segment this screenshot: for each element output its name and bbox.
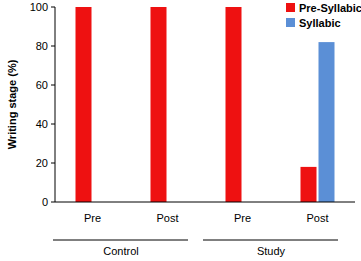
group-line	[203, 240, 338, 241]
bar	[319, 42, 335, 202]
y-tick-label: 100	[30, 1, 48, 13]
legend-swatch	[286, 18, 295, 27]
y-tick-label: 40	[36, 118, 48, 130]
bar	[301, 167, 317, 202]
y-tick-label: 80	[36, 40, 48, 52]
y-tick	[51, 85, 55, 86]
y-tick-label: 0	[42, 196, 48, 208]
legend-label: Syllabic	[299, 17, 341, 29]
y-tick	[51, 163, 55, 164]
group-line	[53, 240, 188, 241]
x-axis	[55, 202, 355, 203]
group-label: Control	[103, 245, 138, 257]
x-tick-label: Pre	[84, 212, 101, 224]
y-tick	[51, 202, 55, 203]
bar	[76, 7, 92, 202]
x-tick-label: Post	[306, 212, 328, 224]
y-axis	[55, 7, 56, 202]
x-tick-label: Pre	[234, 212, 251, 224]
y-axis-label: Writing stage (%)	[6, 59, 18, 149]
y-tick-label: 20	[36, 157, 48, 169]
legend-swatch	[286, 3, 295, 12]
y-tick-label: 60	[36, 79, 48, 91]
group-label: Study	[257, 245, 286, 257]
bar	[226, 7, 242, 202]
bars	[76, 7, 335, 202]
y-tick	[51, 124, 55, 125]
y-tick	[51, 7, 55, 8]
chart-svg: 0 20 40 60 80 100 Writing stage (%) Pre Post Pre P…	[0, 0, 361, 261]
y-tick	[51, 46, 55, 47]
legend-label: Pre-Syllabic	[299, 2, 361, 14]
x-tick-label: Post	[156, 212, 178, 224]
chart-container: 0 20 40 60 80 100 Writing stage (%) Pre Post Pre P…	[0, 0, 361, 261]
bar	[151, 7, 167, 202]
